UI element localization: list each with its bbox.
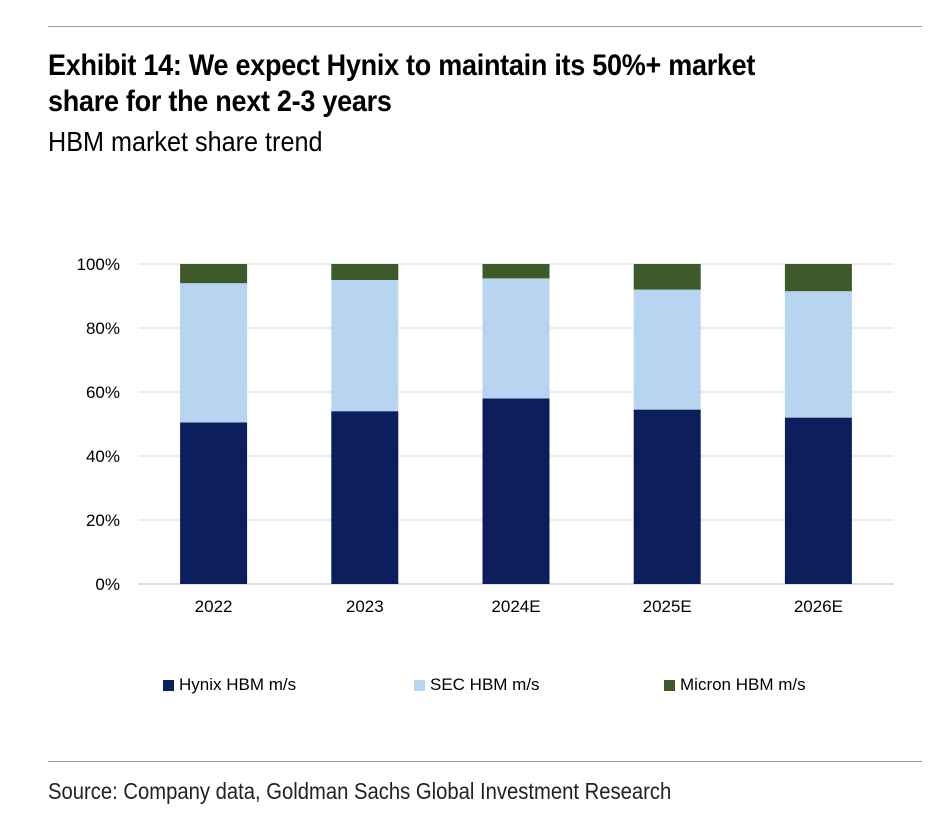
y-tick-label: 0% xyxy=(95,575,120,594)
x-tick-label: 2023 xyxy=(346,597,384,616)
bar-segment xyxy=(784,417,852,584)
exhibit-title: Exhibit 14: We expect Hynix to maintain … xyxy=(48,49,756,118)
y-tick-label: 80% xyxy=(86,319,120,338)
bar-segment xyxy=(633,409,701,584)
bar-segment xyxy=(633,289,701,410)
top-rule xyxy=(48,26,922,27)
legend-label-sec: SEC HBM m/s xyxy=(430,675,540,694)
bar-segment xyxy=(482,278,550,399)
bar-segment xyxy=(784,264,852,292)
source-note: Source: Company data, Goldman Sachs Glob… xyxy=(48,778,672,804)
x-tick-label: 2024E xyxy=(491,597,540,616)
legend-swatch-micron xyxy=(664,679,675,691)
bar-segment xyxy=(482,398,550,584)
legend-swatch-sec xyxy=(414,679,425,691)
legend-label-micron: Micron HBM m/s xyxy=(680,675,806,694)
bar-segment xyxy=(331,264,399,280)
x-tick-label: 2022 xyxy=(195,597,233,616)
bar-segment xyxy=(180,264,248,284)
y-tick-label: 100% xyxy=(77,255,120,274)
bottom-rule xyxy=(48,761,922,762)
bar-segment xyxy=(784,291,852,418)
chart-subtitle: HBM market share trend xyxy=(48,126,323,157)
bar-segment xyxy=(180,283,248,423)
x-tick-label: 2026E xyxy=(794,597,843,616)
legend-label-hynix: Hynix HBM m/s xyxy=(179,675,297,694)
legend-item-micron: Micron HBM m/s xyxy=(664,673,806,697)
x-tick-label: 2025E xyxy=(643,597,692,616)
legend-item-hynix: Hynix HBM m/s xyxy=(163,673,296,697)
stacked-bar-chart: 0% 20% 40% 60% 80% 100% 2022 2023 2024E 2025E 2026… xyxy=(77,255,894,616)
bar-segment xyxy=(331,280,399,412)
y-tick-label: 60% xyxy=(86,383,120,402)
y-tick-label: 20% xyxy=(86,511,120,530)
bar-segment xyxy=(633,264,701,290)
bar-segment xyxy=(331,411,399,584)
bar-segment xyxy=(482,264,550,279)
legend-item-sec: SEC HBM m/s xyxy=(414,673,540,697)
legend-swatch-hynix xyxy=(163,679,174,691)
bar-segment xyxy=(180,422,248,584)
y-tick-label: 40% xyxy=(86,447,120,466)
